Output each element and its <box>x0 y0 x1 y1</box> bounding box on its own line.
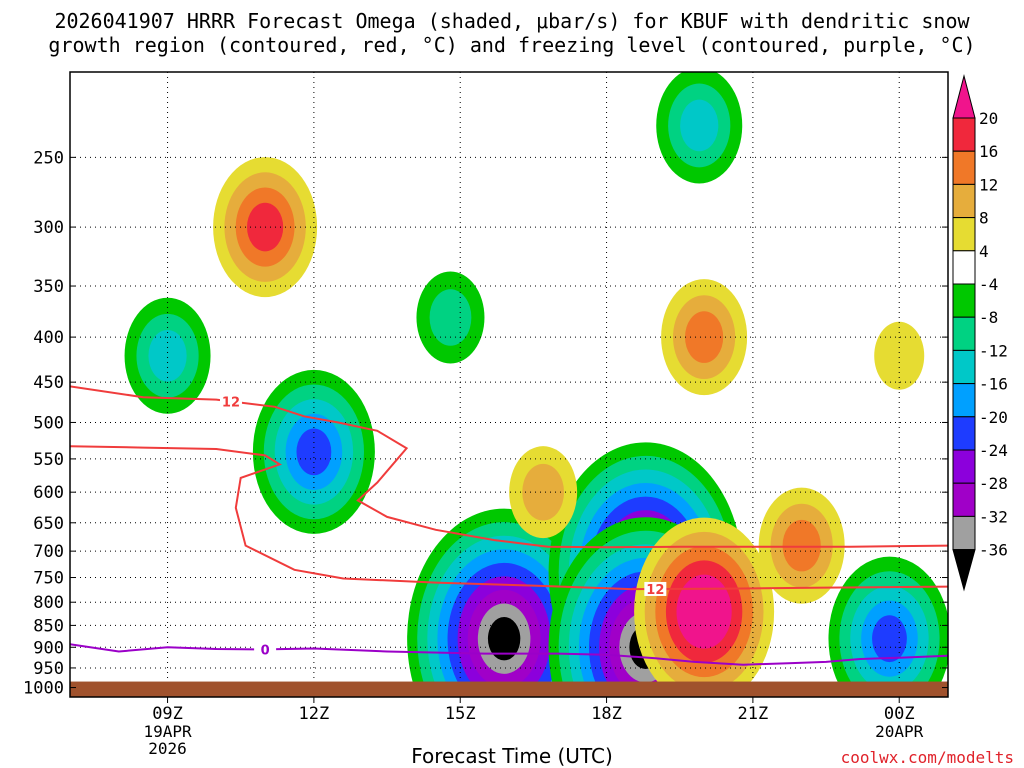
y-tick-label: 750 <box>33 569 64 589</box>
colorbar-swatch <box>952 349 976 385</box>
colorbar-swatch <box>952 482 976 517</box>
omega-colorbar: 20 16 12 8 4 -4 -8 -12 -16 -20 -24 -28 -32 -36 <box>952 74 1008 592</box>
colorbar-swatch <box>952 283 976 318</box>
colorbar-swatch <box>952 383 976 418</box>
omega-cell-12 <box>416 271 485 364</box>
contour-line-1 <box>70 445 948 591</box>
temperature-contours: 12 12 0 <box>70 385 948 666</box>
omega-cell-7 <box>509 446 578 539</box>
colorbar-label: -24 <box>979 441 1008 460</box>
x-tick-label: 18Z <box>591 704 622 724</box>
y-tick-label: 250 <box>33 148 64 168</box>
omega-shade-level <box>429 289 472 346</box>
colorbar-swatch <box>952 449 976 484</box>
y-tick-label: 650 <box>33 514 64 534</box>
omega-shade-level <box>872 615 907 663</box>
colorbar-swatch <box>952 416 976 451</box>
omega-shade-level <box>296 428 332 476</box>
omega-cell-6 <box>758 487 845 604</box>
contour-label-bg <box>219 394 242 409</box>
y-tick-label: 700 <box>33 542 64 562</box>
colorbar-label: -36 <box>979 541 1008 560</box>
omega-shade-level <box>148 329 187 382</box>
omega-cell-8 <box>874 321 925 390</box>
chart-title-line-1: 2026041907 HRRR Forecast Omega (shaded, … <box>54 9 970 33</box>
contour-label: 12 <box>646 583 664 598</box>
y-tick-label: 1000 <box>23 679 64 699</box>
contour-label: 12 <box>222 395 240 410</box>
colorbar-label: -32 <box>979 507 1008 526</box>
colorbar-label: -20 <box>979 408 1008 427</box>
colorbar-swatch <box>952 150 976 185</box>
y-tick-label: 350 <box>33 277 64 297</box>
colorbar-swatch <box>952 217 976 252</box>
colorbar-label: 20 <box>979 109 998 128</box>
omega-shading <box>124 72 948 697</box>
omega-shade-level <box>782 519 821 572</box>
y-tick-label: 500 <box>33 413 64 433</box>
omega-cell-11 <box>124 297 211 414</box>
omega-shade-level <box>680 99 719 152</box>
omega-cell-10 <box>828 556 948 697</box>
omega-cell-9 <box>252 369 375 534</box>
omega-cell-13 <box>656 72 743 184</box>
colorbar-label: 8 <box>979 209 989 228</box>
y-tick-label: 550 <box>33 450 64 470</box>
y-tick-label: 800 <box>33 593 64 613</box>
contour-line-0 <box>70 385 948 549</box>
y-tick-label: 600 <box>33 483 64 503</box>
colorbar-label: -4 <box>979 275 998 294</box>
colorbar-label: 16 <box>979 142 998 161</box>
omega-cell-5 <box>661 279 748 396</box>
colorbar-label: -28 <box>979 474 1008 493</box>
x-tick-sublabel: 20APR <box>875 722 924 741</box>
x-tick-label: 00Z <box>884 704 915 724</box>
contour-label-bg <box>254 642 277 657</box>
colorbar-bottom-triangle <box>952 549 976 592</box>
omega-shade-level <box>685 311 724 363</box>
y-tick-label: 900 <box>33 638 64 658</box>
x-tick-label: 15Z <box>445 704 476 724</box>
contour-label-bg <box>644 581 667 596</box>
colorbar-top-triangle <box>952 74 976 119</box>
colorbar-label: -8 <box>979 308 998 327</box>
ground-layer <box>70 681 948 697</box>
contour-line-2 <box>70 643 948 666</box>
y-tick-label: 300 <box>33 218 64 238</box>
x-axis-title: Forecast Time (UTC) <box>411 744 613 768</box>
colorbar-label: 4 <box>979 242 989 261</box>
omega-shade-level <box>522 463 565 521</box>
omega-shade-level <box>487 616 521 661</box>
colorbar-swatch <box>952 515 976 551</box>
x-tick-label: 12Z <box>299 704 330 724</box>
y-tick-label: 850 <box>33 616 64 636</box>
y-tick-label: 950 <box>33 659 64 679</box>
y-tick-label: 400 <box>33 328 64 348</box>
colorbar-label: -12 <box>979 341 1008 360</box>
x-tick-label: 09Z <box>152 704 183 724</box>
x-tick-sublabel: 19APR <box>143 722 192 741</box>
omega-cell-3 <box>634 517 775 697</box>
x-tick-label: 21Z <box>738 704 769 724</box>
chart-title-line-2: growth region (contoured, red, °C) and f… <box>48 33 976 57</box>
y-tick-label: 450 <box>33 373 64 393</box>
colorbar-swatch <box>952 250 976 285</box>
colorbar-swatch <box>952 183 976 219</box>
x-tick-sublabel: 2026 <box>148 739 187 758</box>
colorbar-label: 12 <box>979 175 998 194</box>
plot-frame <box>69 71 949 698</box>
pressure-axis: 2503003504004505005506006507007508008509… <box>23 148 948 699</box>
ground-fill <box>70 681 948 697</box>
colorbar-label: -16 <box>979 375 1008 394</box>
colorbar-swatch <box>952 117 976 152</box>
colorbar-swatch <box>952 316 976 351</box>
omega-shade-level <box>687 588 722 635</box>
contour-label: 0 <box>261 643 270 658</box>
omega-shade-level <box>874 321 925 390</box>
site-credit: coolwx.com/modelts <box>840 748 1014 767</box>
